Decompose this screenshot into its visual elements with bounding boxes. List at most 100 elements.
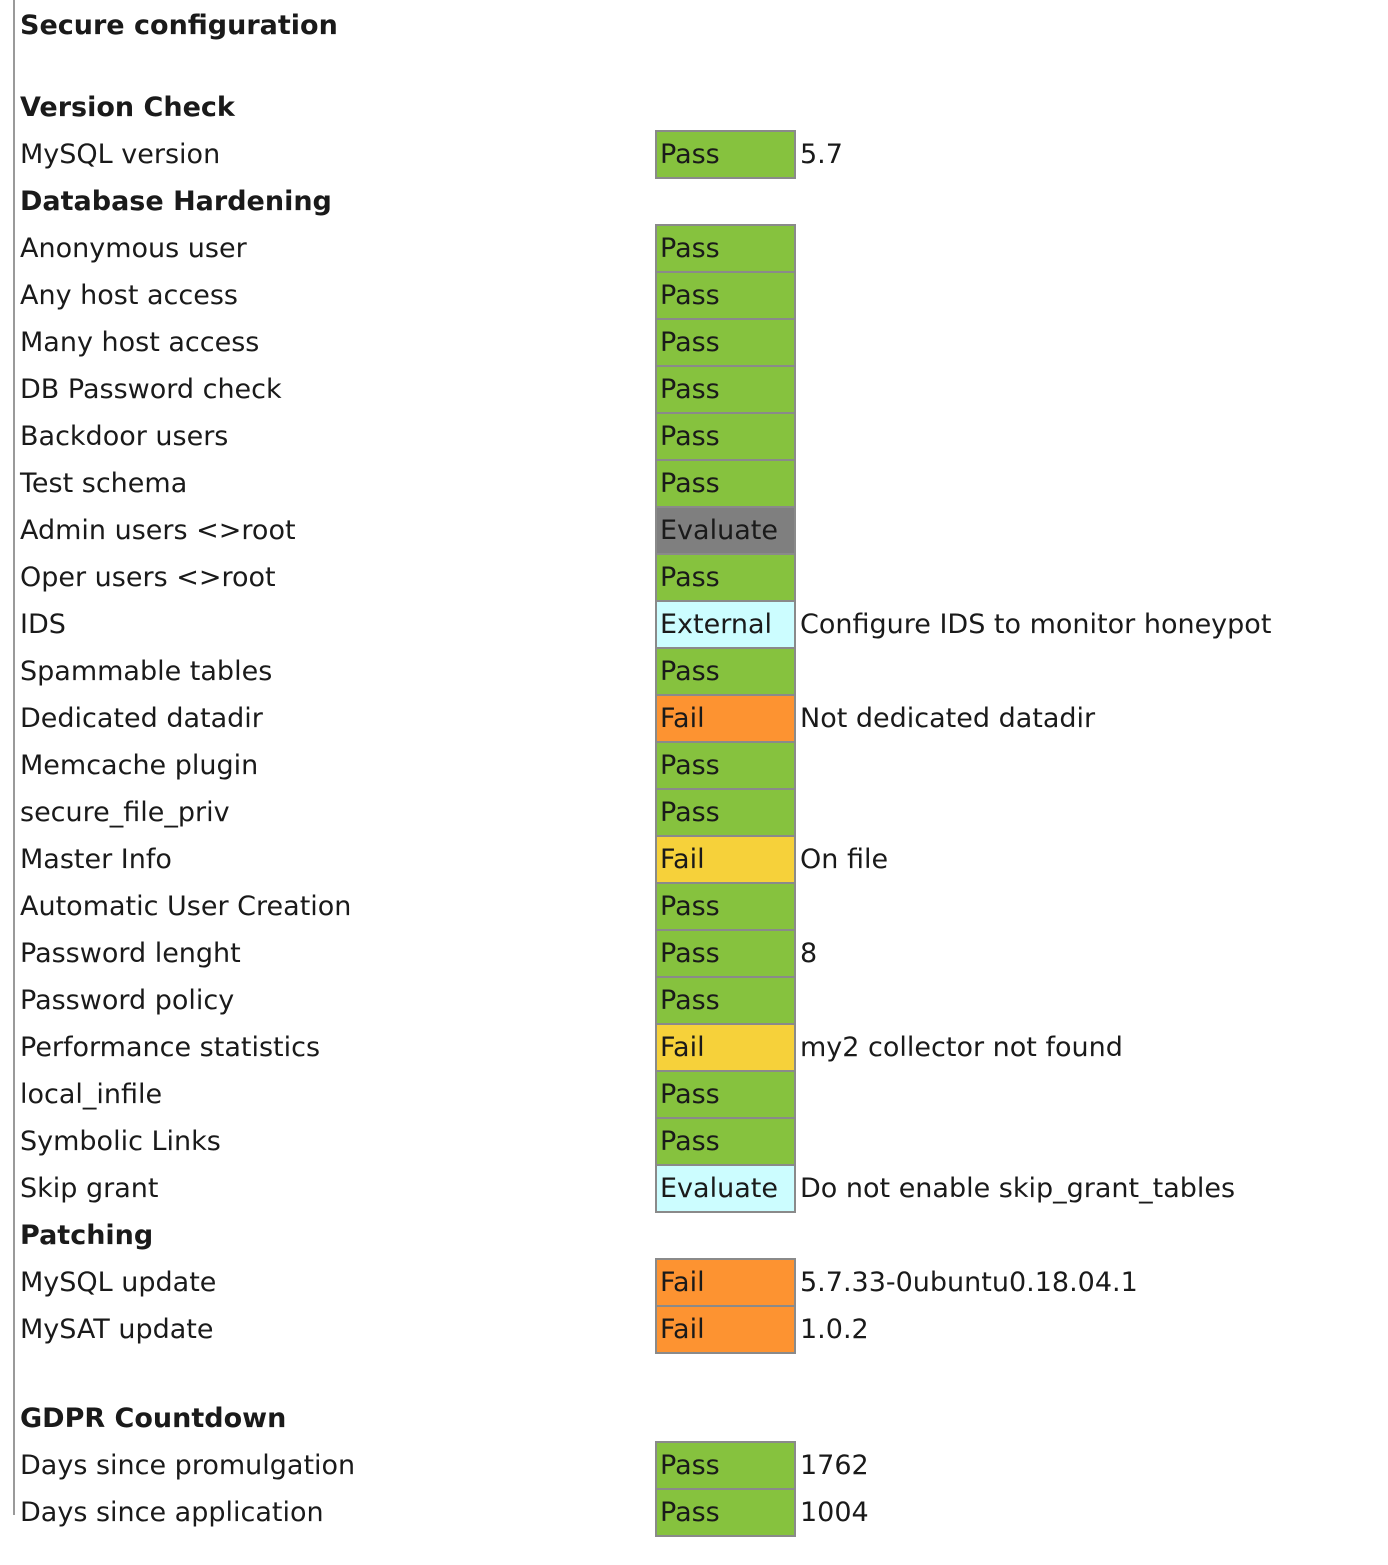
check-label: Any host access	[20, 280, 238, 311]
check-row: Many host access Pass	[20, 318, 1271, 367]
check-detail: 1762	[800, 1450, 869, 1481]
check-label: secure_file_priv	[20, 797, 230, 828]
status-badge: Fail	[655, 694, 796, 743]
check-label: Symbolic Links	[20, 1126, 221, 1157]
left-border	[13, 0, 15, 1515]
check-row: Spammable tables Pass	[20, 647, 1271, 696]
check-label: Admin users <>root	[20, 515, 296, 546]
check-row: Backdoor users Pass	[20, 412, 1271, 461]
check-detail	[795, 648, 1271, 695]
check-row: Days since promulgation Pass 1762	[20, 1441, 1271, 1490]
status-badge: External	[655, 600, 796, 649]
check-row: Performance statistics Fail my2 collector …	[20, 1023, 1271, 1072]
check-detail	[795, 272, 1271, 319]
check-label: Spammable tables	[20, 656, 273, 687]
check-label: Password lenght	[20, 938, 241, 969]
status-badge: Pass	[655, 412, 796, 461]
check-label: Backdoor users	[20, 421, 229, 452]
check-row: Password lenght Pass 8	[20, 929, 1271, 978]
check-detail	[795, 554, 1271, 601]
check-detail: Not dedicated datadir	[800, 703, 1096, 734]
status-badge: Pass	[655, 224, 796, 273]
page-title: Secure configuration	[20, 9, 338, 41]
check-label: Anonymous user	[20, 233, 247, 264]
check-row: MySQL update Fail 5.7.33-0ubuntu0.18.04.1	[20, 1258, 1271, 1307]
status-badge: Evaluate	[655, 506, 796, 555]
check-detail: On file	[800, 844, 889, 875]
check-row: Memcache plugin Pass	[20, 741, 1271, 790]
check-detail	[795, 1118, 1271, 1165]
status-badge: Pass	[655, 1488, 796, 1537]
check-detail: 8	[800, 938, 818, 969]
status-badge: Pass	[655, 1441, 796, 1490]
check-row: MySAT update Fail 1.0.2	[20, 1305, 1271, 1354]
check-row: Admin users <>root Evaluate	[20, 506, 1271, 555]
check-detail: Configure IDS to monitor honeypot	[800, 609, 1272, 640]
check-label: DB Password check	[20, 374, 282, 405]
check-row: DB Password check Pass	[20, 365, 1271, 414]
status-badge: Pass	[655, 741, 796, 790]
section-heading: GDPR Countdown	[20, 1403, 287, 1434]
check-label: Skip grant	[20, 1173, 159, 1204]
status-badge: Pass	[655, 976, 796, 1025]
check-row: Password policy Pass	[20, 976, 1271, 1025]
check-detail: 1.0.2	[800, 1314, 869, 1345]
status-badge: Pass	[655, 553, 796, 602]
status-badge: Pass	[655, 318, 796, 367]
check-detail: 1004	[800, 1497, 869, 1528]
check-label: Test schema	[20, 468, 188, 499]
check-detail	[795, 1071, 1271, 1118]
check-row: Skip grant Evaluate Do not enable skip_gra…	[20, 1164, 1271, 1213]
status-badge: Pass	[655, 788, 796, 837]
check-label: Days since application	[20, 1497, 324, 1528]
check-detail: 5.7.33-0ubuntu0.18.04.1	[800, 1267, 1138, 1298]
status-badge: Pass	[655, 271, 796, 320]
status-badge: Pass	[655, 647, 796, 696]
check-label: Password policy	[20, 985, 235, 1016]
status-badge: Evaluate	[655, 1164, 796, 1213]
check-label: Days since promulgation	[20, 1450, 356, 1481]
check-label: Memcache plugin	[20, 750, 259, 781]
check-label: Oper users <>root	[20, 562, 276, 593]
check-row: Symbolic Links Pass	[20, 1117, 1271, 1166]
check-detail	[795, 507, 1271, 554]
section-heading: Patching	[20, 1220, 154, 1251]
check-detail	[795, 460, 1271, 507]
check-row: Days since application Pass 1004	[20, 1488, 1271, 1537]
check-detail: 5.7	[800, 139, 843, 170]
status-badge: Fail	[655, 835, 796, 884]
status-badge: Fail	[655, 1258, 796, 1307]
check-label: IDS	[20, 609, 66, 640]
check-row: Test schema Pass	[20, 459, 1271, 508]
status-badge: Pass	[655, 929, 796, 978]
check-label: MySQL update	[20, 1267, 217, 1298]
check-detail	[795, 225, 1271, 272]
status-badge: Fail	[655, 1305, 796, 1354]
status-badge: Fail	[655, 1023, 796, 1072]
status-badge: Pass	[655, 1070, 796, 1119]
check-row: local_infile Pass	[20, 1070, 1271, 1119]
check-row: Oper users <>root Pass	[20, 553, 1271, 602]
check-row: Automatic User Creation Pass	[20, 882, 1271, 931]
section-heading: Database Hardening	[20, 186, 332, 217]
status-badge: Pass	[655, 365, 796, 414]
check-label: Master Info	[20, 844, 172, 875]
status-badge: Pass	[655, 882, 796, 931]
check-detail	[795, 977, 1271, 1024]
check-detail	[795, 366, 1271, 413]
check-label: Performance statistics	[20, 1032, 321, 1063]
check-label: Automatic User Creation	[20, 891, 352, 922]
secure-configuration-table: Secure configuration Version Check MySQL …	[20, 3, 1271, 1537]
check-row: Anonymous user Pass	[20, 224, 1271, 273]
check-label: MySAT update	[20, 1314, 214, 1345]
check-row: Any host access Pass	[20, 271, 1271, 320]
check-detail	[795, 742, 1271, 789]
check-label: local_infile	[20, 1079, 163, 1110]
check-row: Dedicated datadir Fail Not dedicated datad…	[20, 694, 1271, 743]
check-row: secure_file_priv Pass	[20, 788, 1271, 837]
check-label: Dedicated datadir	[20, 703, 263, 734]
check-detail	[795, 319, 1271, 366]
check-row: MySQL version Pass 5.7	[20, 130, 1271, 179]
section-heading: Version Check	[20, 92, 235, 123]
check-detail	[795, 789, 1271, 836]
